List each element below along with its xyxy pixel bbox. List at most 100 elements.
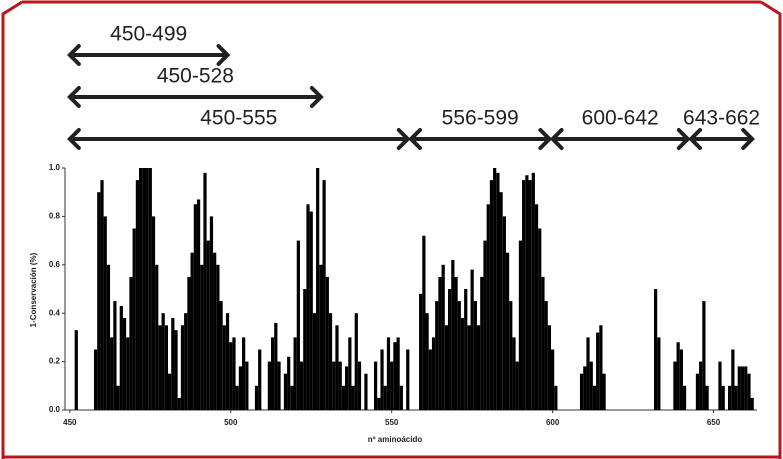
bar	[351, 385, 355, 410]
bar	[364, 373, 368, 410]
bar	[531, 172, 535, 410]
bar	[254, 385, 259, 410]
bar	[164, 325, 168, 410]
bar	[110, 337, 114, 410]
range-label: 556-599	[442, 107, 519, 130]
arrow-head	[408, 128, 422, 150]
bar	[731, 349, 735, 410]
bar	[425, 313, 429, 410]
bar	[213, 252, 217, 410]
bar	[654, 289, 658, 410]
bar	[393, 342, 397, 410]
bar	[190, 252, 194, 410]
bar	[750, 397, 754, 410]
bar	[145, 168, 149, 410]
bar	[293, 337, 297, 410]
bar	[406, 349, 410, 410]
bar	[419, 293, 423, 410]
bar	[386, 337, 391, 410]
bar	[74, 330, 78, 410]
bar	[493, 168, 497, 410]
bar	[203, 172, 207, 410]
range-label: 450-499	[110, 23, 187, 46]
bar	[296, 240, 300, 410]
bar	[129, 276, 133, 410]
bar	[174, 330, 178, 410]
bar	[502, 216, 506, 410]
bar	[737, 366, 741, 410]
bar	[184, 313, 188, 410]
bar	[377, 397, 381, 410]
bar	[319, 264, 323, 410]
bar	[242, 337, 246, 410]
bar	[435, 301, 439, 410]
bar	[457, 301, 461, 410]
arrow-head	[538, 128, 553, 150]
bar	[287, 356, 291, 410]
bar	[229, 342, 233, 410]
bar	[142, 168, 146, 410]
bar	[599, 325, 603, 410]
bar	[267, 361, 271, 410]
bar	[657, 337, 661, 410]
y-tick-label: 0.2	[49, 357, 61, 366]
arrow-head	[549, 128, 564, 150]
bar	[586, 337, 590, 410]
bar	[238, 366, 243, 410]
bar	[721, 385, 725, 410]
bar	[460, 318, 465, 410]
bar	[122, 318, 127, 410]
bar	[451, 259, 455, 410]
bar	[695, 373, 700, 410]
bar	[534, 204, 539, 410]
bar	[270, 337, 275, 410]
bar	[171, 318, 175, 410]
bar	[151, 216, 156, 410]
bar	[454, 276, 458, 410]
bar	[290, 385, 294, 410]
bar	[322, 180, 326, 410]
y-tick-label: 0.6	[49, 260, 61, 269]
bar	[509, 301, 513, 410]
bar	[100, 180, 104, 410]
bar	[718, 361, 722, 410]
y-tick-label: 1.0	[49, 163, 61, 172]
bar	[583, 366, 587, 410]
bar	[515, 361, 519, 410]
bar	[148, 168, 152, 410]
bar	[541, 276, 545, 410]
y-tick-label: 0.8	[49, 212, 61, 221]
arrow-head	[66, 86, 81, 108]
bar	[139, 168, 143, 410]
bar	[277, 361, 281, 410]
bar	[354, 313, 358, 410]
bar	[483, 240, 487, 410]
range-label: 600-642	[582, 107, 659, 130]
bar	[544, 301, 548, 410]
y-tick-label: 0.0	[49, 405, 61, 414]
bar	[592, 385, 597, 410]
bar	[206, 240, 210, 410]
bar	[283, 373, 288, 410]
bar	[589, 361, 593, 410]
bar	[551, 349, 555, 410]
bar	[328, 313, 333, 410]
bar	[380, 349, 384, 410]
bar	[602, 373, 606, 410]
bar	[258, 349, 262, 410]
y-axis-label: 1-Conservación (%)	[29, 252, 38, 327]
bar	[113, 301, 117, 410]
bar	[499, 192, 503, 410]
bar	[467, 325, 471, 410]
bar	[274, 322, 278, 410]
bar	[428, 349, 432, 410]
bar	[216, 264, 220, 410]
bar	[396, 337, 400, 410]
bar	[316, 168, 320, 410]
bar	[547, 325, 552, 410]
bar	[448, 289, 452, 410]
bar	[97, 192, 101, 410]
bar	[338, 361, 342, 410]
bar	[596, 332, 600, 410]
